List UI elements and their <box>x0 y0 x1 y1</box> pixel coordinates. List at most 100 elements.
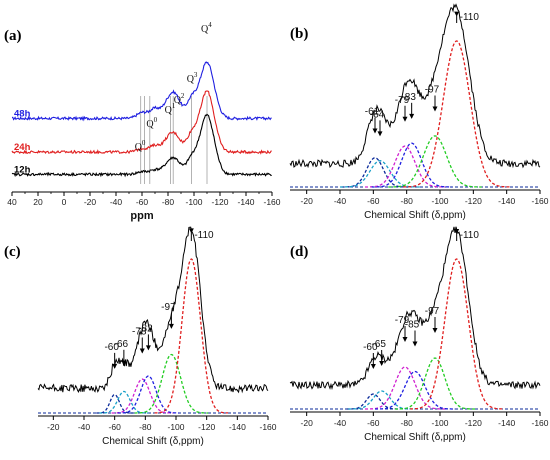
x-tick-label: -120 <box>465 196 482 206</box>
peak-label: -110 <box>194 230 214 241</box>
peak-arrowhead <box>188 228 194 234</box>
peak-label: -64 <box>370 109 385 120</box>
peak-arrowhead <box>402 116 408 122</box>
q-annotation: Q2 <box>174 92 185 106</box>
panel-label: (a) <box>4 28 22 44</box>
series-line-24h <box>11 90 272 155</box>
series-label-24h: 24h <box>14 142 31 153</box>
peak-label: -83 <box>401 92 416 103</box>
x-tick-label: -60 <box>109 422 122 432</box>
peak-label: -78 <box>132 326 147 337</box>
peak-label: -97 <box>161 302 176 313</box>
component-curve <box>348 390 415 410</box>
x-tick-label: -120 <box>198 422 215 432</box>
peak-arrowhead <box>112 363 118 369</box>
peak-arrowhead <box>409 113 415 119</box>
component-curve <box>410 258 504 410</box>
x-tick-label: -100 <box>167 422 184 432</box>
component-curve <box>99 390 149 414</box>
q-annotation-superscript: 4 <box>208 21 212 29</box>
peak-label: -66 <box>114 339 129 350</box>
x-tick-label: -60 <box>136 197 149 207</box>
x-tick-label: -20 <box>301 196 314 206</box>
q-annotation: Q0 <box>146 116 157 130</box>
x-tick-label: -80 <box>162 197 175 207</box>
series-label-48h: 48h <box>14 108 31 119</box>
peak-arrowhead <box>454 229 460 234</box>
panel-a: 40 20 0 -20 -40 -60 -80 -100 -120 -140 -160 ppm 48h 2… <box>4 21 281 222</box>
peak-arrowhead <box>139 348 145 354</box>
x-tick-label: -20 <box>84 197 97 207</box>
panel-b: -20 -40 -60 -80 -100 -120 -140 -160 Chemical Shi… <box>289 3 549 221</box>
peak-label: -82 <box>138 323 153 334</box>
x-axis-label: ppm <box>130 210 153 222</box>
x-tick-label: 40 <box>7 197 17 207</box>
peak-arrowhead <box>121 360 127 366</box>
component-curve <box>134 353 209 414</box>
component-curve <box>365 145 445 188</box>
component-curve <box>388 135 482 188</box>
x-tick-label: -160 <box>259 422 276 432</box>
x-tick-label: -80 <box>401 418 414 428</box>
x-tick-label: -160 <box>531 196 548 206</box>
peak-arrowhead <box>377 131 383 137</box>
series-line-12h <box>11 113 272 178</box>
x-tick-label: -100 <box>431 418 448 428</box>
panel-label: (c) <box>4 244 21 260</box>
component-curve <box>154 258 229 414</box>
x-tick-label: -40 <box>110 197 123 207</box>
peak-arrowhead <box>145 345 151 351</box>
x-tick-label: -80 <box>401 196 414 206</box>
component-curve <box>96 393 134 414</box>
component-curve <box>117 375 180 414</box>
x-tick-label: -140 <box>237 197 254 207</box>
x-tick-label: -80 <box>139 422 152 432</box>
x-tick-label: -20 <box>47 422 60 432</box>
x-tick-label: -120 <box>465 418 482 428</box>
x-axis-label: Chemical Shift (δ,ppm) <box>364 432 466 443</box>
peak-label: -97 <box>425 85 440 96</box>
x-tick-label: -20 <box>301 418 314 428</box>
experimental-spectrum <box>289 3 541 169</box>
series-label-12h: 12h <box>14 164 31 175</box>
q-annotation: Q0 <box>135 139 146 153</box>
x-tick-label: -40 <box>78 422 91 432</box>
x-tick-label: -40 <box>334 196 347 206</box>
peak-arrowhead <box>432 328 438 333</box>
peak-label: -65 <box>371 339 386 350</box>
panel-c: -20 -40 -60 -80 -100 -120 -140 -160 Chemical Shi… <box>4 226 277 447</box>
x-tick-label: -40 <box>334 418 347 428</box>
peak-label: -110 <box>460 230 480 241</box>
q-annotation: Q3 <box>187 71 198 85</box>
q-annotation-superscript: 0 <box>142 139 146 147</box>
peak-arrowhead <box>432 106 438 112</box>
x-tick-label: -60 <box>367 418 380 428</box>
series-line-48h <box>11 61 272 122</box>
peak-arrowhead <box>168 323 174 329</box>
q-annotation: Q4 <box>201 21 212 35</box>
peak-arrowhead <box>379 361 385 366</box>
peak-arrowhead <box>372 128 378 134</box>
component-curve <box>395 357 475 410</box>
component-curve <box>375 370 455 410</box>
q-annotation-superscript: 1 <box>172 102 176 110</box>
peak-label: -85 <box>405 320 420 331</box>
component-curve <box>371 142 452 188</box>
x-tick-label: -60 <box>367 196 380 206</box>
peak-arrowhead <box>370 364 376 369</box>
x-tick-label: -120 <box>211 197 228 207</box>
x-tick-label: -100 <box>185 197 202 207</box>
x-tick-label: 20 <box>33 197 43 207</box>
peak-arrowhead <box>454 11 460 17</box>
component-curve <box>111 378 173 414</box>
experimental-spectrum <box>289 226 541 391</box>
x-tick-label: -160 <box>263 197 280 207</box>
panel-label: (b) <box>290 26 308 42</box>
peak-label: -110 <box>460 12 480 23</box>
panel-d: -20 -40 -60 -80 -100 -120 -140 -160 Chemical Shi… <box>289 226 549 443</box>
component-curve <box>346 393 400 410</box>
peak-arrowhead <box>402 337 408 342</box>
peak-label: -60 <box>104 342 119 353</box>
panel-label: (d) <box>290 244 308 260</box>
